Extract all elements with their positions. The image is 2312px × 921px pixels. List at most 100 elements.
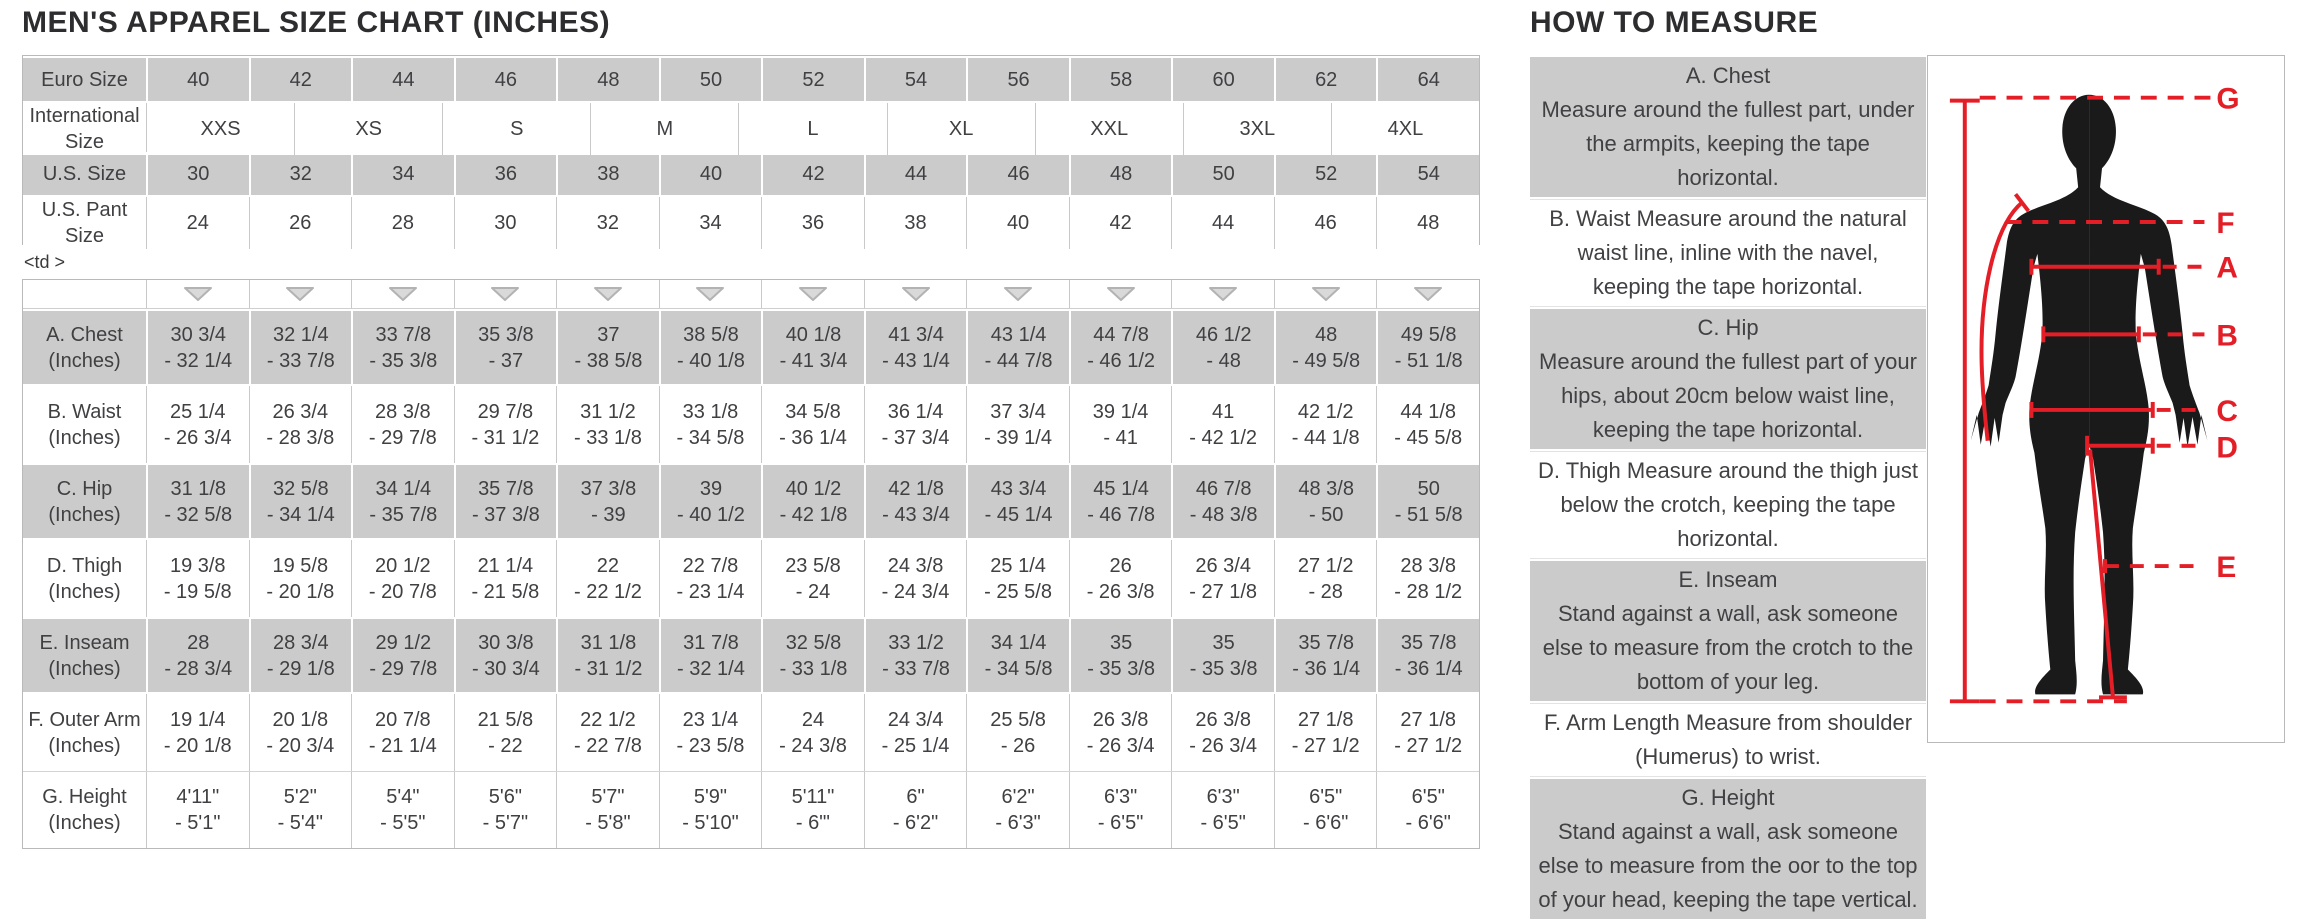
row-label: D. Thigh (Inches) <box>23 540 146 617</box>
size-cell: 58 <box>1068 58 1172 101</box>
size-cell: 54 <box>863 58 967 101</box>
column-dropdown-arrow[interactable] <box>1068 280 1172 308</box>
measurement-cell: 43 3/4 - 45 1/4 <box>966 465 1069 538</box>
measurement-cell: 45 1/4 - 46 7/8 <box>1068 465 1172 538</box>
size-cell: 24 <box>146 197 249 249</box>
diagram-label-c: C <box>2216 395 2238 428</box>
measurement-cell: 37 3/4 - 39 1/4 <box>966 386 1069 463</box>
range-end: - 34 5/8 <box>984 657 1053 680</box>
range-end: - 36 1/4 <box>1394 657 1463 680</box>
column-dropdown-arrow[interactable] <box>1376 280 1479 308</box>
range-end: - 28 <box>1308 580 1343 603</box>
measurement-cell: 36 1/4 - 37 3/4 <box>863 386 967 463</box>
range-start: 24 3/8 <box>887 554 944 577</box>
size-cell: 44 <box>863 152 967 195</box>
column-dropdown-arrow[interactable] <box>453 280 557 308</box>
measurement-cell: 24 3/8 - 24 3/4 <box>863 540 967 617</box>
column-dropdown-arrow[interactable] <box>761 280 864 308</box>
measurement-cell: 5'4" - 5'5" <box>351 772 454 848</box>
size-cell: 38 <box>863 197 967 249</box>
range-start: 32 5/8 <box>272 477 329 500</box>
range-start: 31 1/2 <box>580 400 636 423</box>
column-dropdown-arrow[interactable] <box>556 280 659 308</box>
diagram-label-e: E <box>2216 551 2236 584</box>
measurement-cell: 38 5/8 - 40 1/8 <box>658 311 762 384</box>
range-start: 29 1/2 <box>375 631 432 654</box>
measurement-cell: 34 1/4 - 34 5/8 <box>966 619 1069 692</box>
measurement-cell: 46 7/8 - 48 3/8 <box>1171 465 1274 538</box>
range-end: - 6"' <box>795 812 831 834</box>
measurement-cell: 22 - 22 1/2 <box>556 540 659 617</box>
column-dropdown-arrow[interactable] <box>863 280 967 308</box>
range-end: - 22 7/8 <box>574 734 642 757</box>
size-chart-section: MEN'S APPAREL SIZE CHART (INCHES) Euro S… <box>22 0 1480 849</box>
size-cell: 26 <box>248 197 352 249</box>
range-end: - 36 1/4 <box>779 426 847 449</box>
measurement-cell: 46 1/2 - 48 <box>1171 311 1274 384</box>
column-dropdown-arrow[interactable] <box>658 280 762 308</box>
column-dropdown-arrow[interactable] <box>248 280 352 308</box>
measure-item-text: F. Arm Length Measure from shoulder (Hum… <box>1543 710 1913 769</box>
how-to-measure-title: HOW TO MEASURE <box>1530 6 1819 39</box>
range-end: - 42 1/8 <box>779 503 848 526</box>
size-cell: 52 <box>761 58 864 101</box>
column-dropdown-arrow[interactable] <box>1171 280 1274 308</box>
range-start: 44 7/8 <box>1093 323 1149 346</box>
column-dropdown-arrow[interactable] <box>146 280 249 308</box>
range-start: 34 5/8 <box>785 400 841 423</box>
column-dropdown-arrow[interactable] <box>351 280 454 308</box>
measurement-cell: 30 3/8 - 30 3/4 <box>453 619 557 692</box>
range-start: 5'4" <box>386 786 420 808</box>
measurement-cell: 37 3/8 - 39 <box>556 465 659 538</box>
size-table-row: U.S. Pant Size 24 26 28 30 32 34 36 38 40 42 44 46 48 <box>23 197 1479 249</box>
range-start: 20 1/2 <box>375 554 431 577</box>
dropdown-arrow-icon <box>901 287 930 301</box>
size-cell: 50 <box>658 58 762 101</box>
range-end: - 32 1/4 <box>677 657 745 680</box>
measure-item-heading: G. Height <box>1681 785 1775 810</box>
range-end: - 43 1/4 <box>882 349 950 372</box>
measurement-cell: 44 7/8 - 46 1/2 <box>1068 311 1172 384</box>
measurement-row: E. Inseam (Inches) 28 - 28 3/4 28 3/4 - 29 1… <box>23 617 1479 694</box>
measurement-cell: 6'3" - 6'5" <box>1171 772 1274 848</box>
range-start: 32 5/8 <box>785 631 842 654</box>
measurement-cell: 6'3" - 6'5" <box>1068 772 1172 848</box>
measurement-cell: 35 - 35 3/8 <box>1171 619 1274 692</box>
measurement-cell: 28 3/4 - 29 1/8 <box>248 619 352 692</box>
size-cell: 36 <box>761 197 864 249</box>
range-start: 48 <box>1315 323 1338 346</box>
range-end: - 33 1/8 <box>574 426 642 449</box>
range-start: 41 3/4 <box>888 323 944 346</box>
range-start: 49 5/8 <box>1400 323 1457 346</box>
range-end: - 6'2" <box>892 812 939 834</box>
range-start: 5'9" <box>693 786 728 808</box>
range-end: - 21 1/4 <box>368 734 437 757</box>
measurement-cell: 42 1/8 - 43 3/4 <box>863 465 967 538</box>
range-end: - 29 7/8 <box>369 657 438 680</box>
range-end: - 39 <box>591 503 626 526</box>
column-dropdown-arrow[interactable] <box>966 280 1069 308</box>
range-end: - 26 3/4 <box>1086 734 1155 757</box>
measurement-cell: 48 - 49 5/8 <box>1273 311 1377 384</box>
range-end: - 34 5/8 <box>676 426 745 449</box>
range-end: - 37 3/4 <box>881 426 950 449</box>
range-end: - 33 7/8 <box>266 349 335 372</box>
range-start: 28 3/8 <box>375 400 431 423</box>
size-cell: 34 <box>351 152 454 195</box>
measurement-cell: 27 1/2 - 28 <box>1273 540 1377 617</box>
range-end: - 43 3/4 <box>882 503 950 526</box>
size-cell: 42 <box>761 152 864 195</box>
row-label: F. Outer Arm (Inches) <box>23 694 146 771</box>
measurement-row: C. Hip (Inches) 31 1/8 - 32 5/8 32 5/8 - 34 … <box>23 463 1479 540</box>
arrow-row-label-cell <box>23 280 146 308</box>
measurement-cell: 35 7/8 - 37 3/8 <box>453 465 557 538</box>
measurement-cell: 20 1/8 - 20 3/4 <box>248 694 352 771</box>
range-start: 45 1/4 <box>1093 477 1149 500</box>
measure-item-text: Measure around the fullest part of your … <box>1539 349 1917 442</box>
column-dropdown-arrow[interactable] <box>1273 280 1377 308</box>
range-start: 28 <box>187 631 210 654</box>
measurement-cell: 19 1/4 - 20 1/8 <box>146 694 249 771</box>
range-end: - 29 1/8 <box>266 657 335 680</box>
range-start: 40 1/2 <box>785 477 842 500</box>
measurement-cell: 44 1/8 - 45 5/8 <box>1376 386 1479 463</box>
